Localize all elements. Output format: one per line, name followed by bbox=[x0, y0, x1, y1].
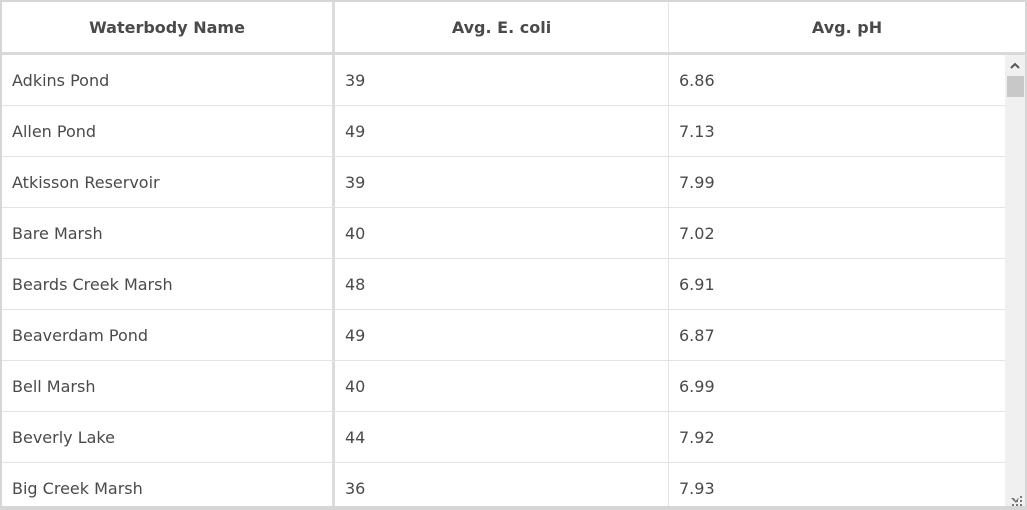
table-rows: Adkins Pond 39 6.86 Allen Pond 49 7.13 Atkisso… bbox=[2, 55, 1005, 506]
waterbody-name-cell: Allen Pond bbox=[2, 106, 335, 156]
waterbody-name-cell: Adkins Pond bbox=[2, 55, 335, 105]
avg-ecoli-cell: 39 bbox=[335, 55, 669, 105]
resize-grip-icon[interactable] bbox=[1011, 492, 1023, 506]
avg-ecoli-cell: 49 bbox=[335, 106, 669, 156]
avg-ecoli-cell: 48 bbox=[335, 259, 669, 309]
table-header: Waterbody Name Avg. E. coli Avg. pH bbox=[2, 2, 1025, 55]
avg-ecoli-cell: 39 bbox=[335, 157, 669, 207]
avg-ph-cell: 6.87 bbox=[679, 325, 715, 345]
table-body: Adkins Pond 39 6.86 Allen Pond 49 7.13 Atkisso… bbox=[2, 55, 1025, 506]
table-row[interactable]: Adkins Pond 39 6.86 bbox=[2, 55, 1005, 106]
column-header-avg-ecoli[interactable]: Avg. E. coli bbox=[335, 2, 669, 52]
chevron-up-icon[interactable] bbox=[1005, 57, 1025, 73]
scrollbar-thumb[interactable] bbox=[1007, 76, 1024, 97]
table-row[interactable]: Bare Marsh 40 7.02 bbox=[2, 208, 1005, 259]
avg-ph-cell: 7.99 bbox=[679, 172, 715, 192]
waterbody-name-cell: Big Creek Marsh bbox=[2, 463, 335, 506]
avg-ph-cell: 7.02 bbox=[679, 223, 715, 243]
table-row[interactable]: Beaverdam Pond 49 6.87 bbox=[2, 310, 1005, 361]
waterbody-name-cell: Beverly Lake bbox=[2, 412, 335, 462]
avg-ph-cell: 6.86 bbox=[679, 70, 715, 90]
table-row[interactable]: Bell Marsh 40 6.99 bbox=[2, 361, 1005, 412]
waterbody-name-cell: Atkisson Reservoir bbox=[2, 157, 335, 207]
avg-ph-cell: 7.92 bbox=[679, 427, 715, 447]
avg-ecoli-cell: 40 bbox=[335, 361, 669, 411]
avg-ecoli-cell: 40 bbox=[335, 208, 669, 258]
waterbody-name-cell: Bare Marsh bbox=[2, 208, 335, 258]
avg-ph-cell: 6.99 bbox=[679, 376, 715, 396]
table-row[interactable]: Big Creek Marsh 36 7.93 bbox=[2, 463, 1005, 506]
waterbody-name-cell: Beards Creek Marsh bbox=[2, 259, 335, 309]
waterbody-name-cell: Beaverdam Pond bbox=[2, 310, 335, 360]
table-row[interactable]: Atkisson Reservoir 39 7.99 bbox=[2, 157, 1005, 208]
avg-ecoli-cell: 49 bbox=[335, 310, 669, 360]
vertical-scrollbar[interactable] bbox=[1005, 55, 1025, 506]
avg-ecoli-cell: 44 bbox=[335, 412, 669, 462]
table-row[interactable]: Beards Creek Marsh 48 6.91 bbox=[2, 259, 1005, 310]
column-header-avg-ph[interactable]: Avg. pH bbox=[811, 17, 883, 37]
avg-ecoli-cell: 36 bbox=[335, 463, 669, 506]
table-row[interactable]: Beverly Lake 44 7.92 bbox=[2, 412, 1005, 463]
avg-ph-cell: 6.91 bbox=[679, 274, 715, 294]
waterbody-name-cell: Bell Marsh bbox=[2, 361, 335, 411]
avg-ph-cell: 7.93 bbox=[679, 478, 715, 498]
avg-ph-cell: 7.13 bbox=[679, 121, 715, 141]
column-header-waterbody-name[interactable]: Waterbody Name bbox=[2, 2, 335, 52]
table-row[interactable]: Allen Pond 49 7.13 bbox=[2, 106, 1005, 157]
